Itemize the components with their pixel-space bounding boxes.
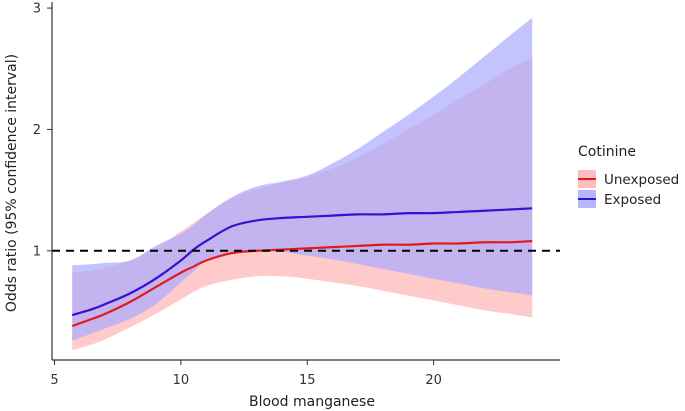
series-line-exposed [71,207,533,317]
x-axis-ticks: 5 10 15 20 [50,360,442,388]
x-tick-label: 15 [299,373,316,388]
y-tick-label: 2 [33,123,41,138]
x-axis-title: Blood manganese [249,394,375,410]
series-curves [71,207,533,328]
ci-band-exposed [72,17,533,341]
series-line-unexposed [71,239,533,328]
legend-title: Cotinine [578,144,636,160]
x-tick-label: 5 [50,373,58,388]
y-tick-label: 3 [33,2,41,17]
legend-label-unexposed: Unexposed [604,172,679,188]
legend-items: Unexposed Exposed [578,170,679,208]
x-tick-label: 10 [173,373,190,388]
confidence-bands [72,17,533,351]
legend-label-exposed: Exposed [604,192,661,208]
y-axis-title: Odds ratio (95% confidence interval) [4,54,20,312]
x-tick-label: 20 [425,373,442,388]
legend: Cotinine Unexposed Exposed [578,144,679,208]
y-tick-label: 1 [33,244,41,259]
y-axis-ticks: 1 2 3 [33,2,52,259]
